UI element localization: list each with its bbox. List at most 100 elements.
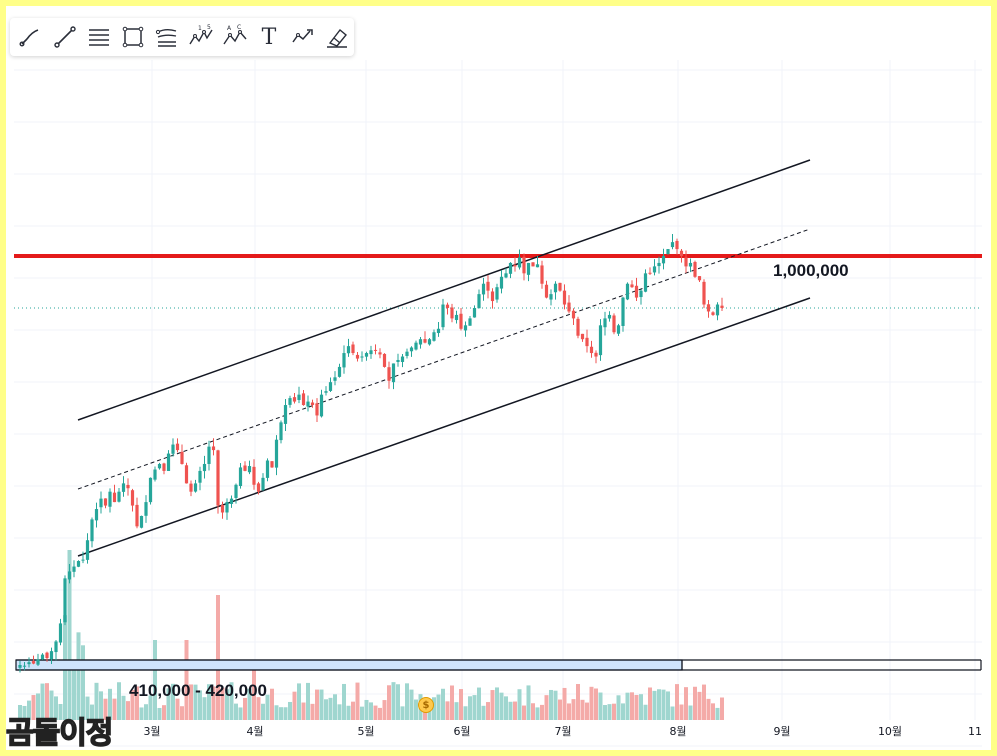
candle [634,277,639,301]
candle [400,353,405,368]
x-tick-label: 5월 [357,725,374,738]
candle [36,653,40,667]
candle [171,438,175,457]
volume-bar [454,702,459,720]
volume-bar [657,689,661,720]
volume-bar [463,706,468,720]
rectangle-icon [122,26,144,48]
candle [243,461,247,472]
candle [661,248,666,270]
candle [373,344,378,355]
fib-retracement-tool[interactable] [82,22,116,52]
volume-bar [670,706,675,720]
candle [706,300,711,318]
volume-bar [247,688,252,720]
text-tool[interactable]: T [252,22,286,52]
volume-bar [405,683,409,720]
eraser-tool[interactable] [320,22,354,52]
candle [513,256,517,272]
candle [580,333,585,342]
candle [594,350,598,364]
volume-bar [499,692,504,720]
candle [337,363,342,378]
forecast-tool[interactable] [286,22,320,52]
volume-bar [40,683,45,720]
candle [414,340,418,351]
candle [31,655,36,665]
candle [675,238,679,255]
volume-bar [517,689,522,720]
trend-line-tool[interactable] [48,22,82,52]
volume-bar [373,705,378,720]
candle [463,321,468,337]
volume-bar [576,684,580,720]
volume-bar [715,707,720,720]
volume-bar [112,698,117,720]
svg-text:1: 1 [198,25,202,32]
volume-bar [216,595,220,720]
pitchfork-tool[interactable] [150,22,184,52]
range-zone[interactable] [15,659,982,671]
candle [589,340,594,358]
candle [418,337,423,349]
rectangle-tool[interactable] [116,22,150,52]
candle [229,495,234,508]
candle [297,386,301,404]
volume-bar [459,689,463,720]
volume-bar [81,645,85,720]
channel-lower-line[interactable] [77,297,811,557]
volume-bar [121,695,126,720]
volume-bar [490,690,495,720]
candle [567,295,571,314]
volume-bar [315,689,319,720]
brush-tool[interactable] [14,22,48,52]
candle [157,462,162,470]
eraser-icon [327,28,347,48]
volume-bar [85,696,90,720]
candle [198,466,202,491]
candle [648,267,652,275]
volume-bar [643,704,648,720]
candle [139,515,144,529]
candle [90,517,94,548]
volume-bar [139,707,144,720]
volume-bar [675,684,679,720]
volume-bar [162,705,166,720]
channel-mid-line[interactable] [77,228,811,490]
candle [49,647,54,664]
candle [265,458,270,482]
channel-upper-line[interactable] [77,159,811,421]
x-tick-label: 10월 [878,725,902,738]
candle [562,284,567,310]
volume-bar [666,691,670,720]
svg-text:C: C [237,24,241,31]
volume-bar [567,703,571,720]
candle [40,653,45,660]
candle [238,463,243,489]
volume-bar [598,692,603,720]
candle [45,651,49,662]
candle [472,305,477,318]
candle [630,280,634,288]
candle [657,256,661,274]
volume-bar [382,700,387,720]
drawing-lines[interactable] [14,159,982,557]
candle [283,398,288,432]
range-zone-rect[interactable] [15,659,683,671]
candle [58,618,63,646]
volume-bar [103,698,108,720]
candle [490,288,495,309]
candle [549,289,553,306]
volume-bar [319,689,324,720]
candle [643,269,648,293]
volume-bar [184,640,189,720]
volume-bar [49,690,54,720]
candle [306,395,310,412]
candle [225,498,229,520]
dividend-icon[interactable]: $ [418,697,434,713]
candle [76,560,81,568]
